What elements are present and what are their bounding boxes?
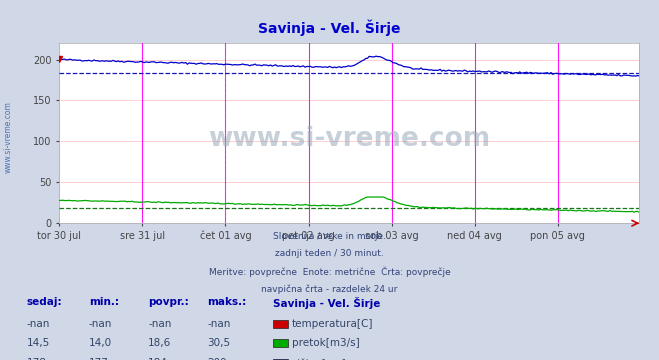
Text: Savinja - Vel. Širje: Savinja - Vel. Širje	[258, 20, 401, 36]
Text: 177: 177	[89, 358, 109, 360]
Text: 200: 200	[208, 358, 227, 360]
Text: povpr.:: povpr.:	[148, 297, 189, 307]
Text: zadnji teden / 30 minut.: zadnji teden / 30 minut.	[275, 249, 384, 258]
Text: maks.:: maks.:	[208, 297, 247, 307]
Text: Savinja - Vel. Širje: Savinja - Vel. Širje	[273, 297, 381, 309]
Text: Meritve: povprečne  Enote: metrične  Črta: povprečje: Meritve: povprečne Enote: metrične Črta:…	[209, 267, 450, 277]
Text: -nan: -nan	[148, 319, 171, 329]
Text: sedaj:: sedaj:	[26, 297, 62, 307]
Text: temperatura[C]: temperatura[C]	[292, 319, 374, 329]
Text: -nan: -nan	[26, 319, 49, 329]
Text: pretok[m3/s]: pretok[m3/s]	[292, 338, 360, 348]
Text: www.si-vreme.com: www.si-vreme.com	[4, 101, 13, 173]
Text: 14,5: 14,5	[26, 338, 49, 348]
Text: -nan: -nan	[89, 319, 112, 329]
Text: 178: 178	[26, 358, 46, 360]
Text: www.si-vreme.com: www.si-vreme.com	[208, 126, 490, 152]
Text: -nan: -nan	[208, 319, 231, 329]
Text: 30,5: 30,5	[208, 338, 231, 348]
Text: min.:: min.:	[89, 297, 119, 307]
Text: navpična črta - razdelek 24 ur: navpična črta - razdelek 24 ur	[262, 284, 397, 293]
Text: višina[cm]: višina[cm]	[292, 358, 347, 360]
Text: 14,0: 14,0	[89, 338, 112, 348]
Text: 184: 184	[148, 358, 168, 360]
Text: Slovenija / reke in morje.: Slovenija / reke in morje.	[273, 232, 386, 241]
Text: 18,6: 18,6	[148, 338, 171, 348]
